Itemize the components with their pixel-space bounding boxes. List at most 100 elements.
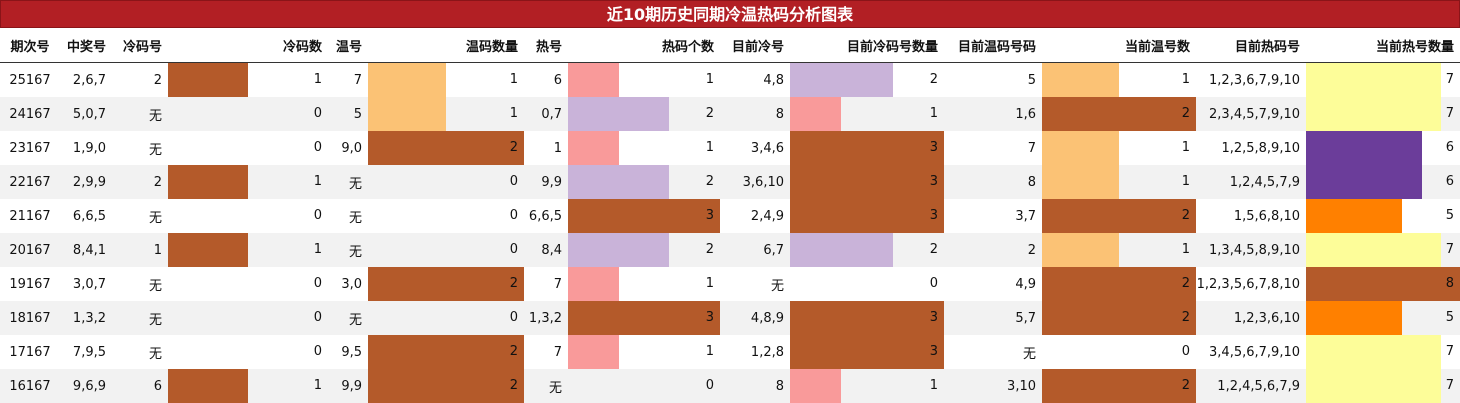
cold-count-cell: 0 — [168, 301, 328, 335]
bar-value: 2 — [1181, 106, 1190, 121]
cur-warm-count-cell: 1 — [1042, 131, 1196, 165]
cur-warm-nums-cell: 3,10 — [944, 369, 1042, 403]
table-row[interactable]: 18167 1,3,2 无 0 无 0 1,3,2 3 4,8,9 3 5,7 2 1,2,3,6,10… — [0, 301, 1460, 335]
table-row[interactable]: 23167 1,9,0 无 0 9,0 2 1 1 3,4,6 3 7 1 1,2,5,8,9,10 6 — [0, 131, 1460, 165]
header-warm-count[interactable]: 温码数量 — [368, 28, 524, 63]
cold-nums-cell: 1 — [112, 233, 168, 267]
table-row[interactable]: 16167 9,6,9 6 1 9,9 2 无 0 8 1 3,10 2 1,2,4,5,6,7,9 7 — [0, 369, 1460, 403]
data-bar — [368, 63, 446, 97]
bar-value: 0 — [929, 276, 938, 291]
warm-count-cell: 2 — [368, 267, 524, 301]
warm-nums-cell: 9,5 — [341, 344, 362, 360]
cur-cold-count-cell: 3 — [790, 335, 944, 369]
hot-nums-cell: 无 — [524, 369, 568, 403]
bar-value: 0 — [313, 140, 322, 155]
header-hot-nums[interactable]: 热号 — [524, 28, 568, 63]
data-bar — [168, 165, 248, 199]
header-cold-nums[interactable]: 冷码号 — [112, 28, 168, 63]
bar-value: 0 — [509, 242, 518, 257]
cur-hot-count-cell: 6 — [1306, 131, 1460, 165]
bar-value: 0 — [705, 378, 714, 393]
header-cur-hot-nums[interactable]: 目前热码号 — [1196, 28, 1306, 63]
header-winning[interactable]: 中奖号 — [60, 28, 112, 63]
data-bar — [568, 267, 619, 301]
data-bar — [168, 233, 248, 267]
cold-nums-cell: 无 — [148, 210, 162, 226]
cur-cold-count-cell: 3 — [790, 131, 944, 165]
cold-count-cell: 1 — [168, 233, 328, 267]
table-row[interactable]: 17167 7,9,5 无 0 9,5 2 7 1 1,2,8 3 无 0 3,4,5,6,7,9,10… — [0, 335, 1460, 369]
bar-value: 0 — [509, 208, 518, 223]
period-cell: 17167 — [9, 344, 51, 360]
cold-nums-cell: 无 — [112, 97, 168, 131]
bar-value: 2 — [509, 344, 518, 359]
bar-value: 1 — [313, 242, 322, 257]
data-bar — [1306, 233, 1441, 267]
winning-cell: 2,6,7 — [72, 72, 106, 88]
bar-value: 1 — [705, 72, 714, 87]
header-cur-cold-count[interactable]: 目前冷码号数量 — [790, 28, 944, 63]
warm-count-cell: 1 — [368, 63, 524, 97]
header-cur-warm-count[interactable]: 当前温号数 — [1042, 28, 1196, 63]
hot-count-cell: 0 — [568, 369, 720, 403]
header-cur-warm-nums[interactable]: 目前温码号码 — [944, 28, 1042, 63]
cold-nums-cell: 2 — [153, 72, 162, 88]
table-row[interactable]: 25167 2,6,7 2 1 7 1 6 1 4,8 2 5 1 1,2,3,6,7,9,10 7 — [0, 63, 1460, 97]
cur-cold-nums-cell: 1,2,8 — [750, 344, 784, 360]
data-bar — [1042, 63, 1119, 97]
cur-warm-count-cell: 2 — [1042, 267, 1196, 301]
hot-count-cell: 2 — [568, 233, 720, 267]
table-row[interactable]: 22167 2,9,9 2 1 无 0 9,9 2 3,6,10 3 8 1 1,2,4,5,7,9 6 — [0, 165, 1460, 199]
data-bar — [568, 63, 619, 97]
data-bar — [790, 301, 944, 335]
bar-value: 2 — [705, 174, 714, 189]
warm-nums-cell: 无 — [328, 301, 368, 335]
hot-nums-cell: 6 — [553, 72, 562, 88]
table-row[interactable]: 19167 3,0,7 无 0 3,0 2 7 1 无 0 4,9 2 1,2,3,5,6,7,8,10… — [0, 267, 1460, 301]
table-row[interactable]: 20167 8,4,1 1 1 无 0 8,4 2 6,7 2 2 1 1,3,4,5,8,9,10 7 — [0, 233, 1460, 267]
bar-value: 2 — [1181, 310, 1190, 325]
data-bar — [790, 233, 893, 267]
header-hot-count[interactable]: 热码个数 — [568, 28, 720, 63]
warm-count-cell: 1 — [368, 97, 524, 131]
header-cold-count[interactable]: 冷码数 — [168, 28, 328, 63]
hot-count-cell: 1 — [568, 131, 720, 165]
header-cur-hot-count[interactable]: 当前热号数量 — [1306, 28, 1460, 63]
cur-cold-count-cell: 1 — [790, 369, 944, 403]
header-warm-nums[interactable]: 温号 — [328, 28, 368, 63]
bar-value: 0 — [313, 106, 322, 121]
bar-value: 3 — [705, 208, 714, 223]
data-bar — [1306, 131, 1422, 165]
cur-warm-nums-cell: 8 — [944, 165, 1042, 199]
warm-nums-cell: 9,0 — [341, 140, 362, 156]
data-bar — [1042, 301, 1196, 335]
data-bar — [368, 267, 524, 301]
table-title: 近10期历史同期冷温热码分析图表 — [0, 0, 1460, 28]
hot-nums-cell: 0,7 — [524, 97, 568, 131]
table-row[interactable]: 24167 5,0,7 无 0 5 1 0,7 2 8 1 1,6 2 2,3,4,5,7,9,10 7 — [0, 97, 1460, 131]
bar-value: 3 — [929, 310, 938, 325]
header-cur-cold-nums[interactable]: 目前冷号 — [720, 28, 790, 63]
bar-value: 6 — [1445, 174, 1454, 189]
cur-warm-count-cell: 2 — [1042, 301, 1196, 335]
header-period[interactable]: 期次号 — [0, 28, 60, 63]
bar-value: 3 — [929, 344, 938, 359]
bar-value: 7 — [1445, 72, 1454, 87]
warm-nums-cell: 9,9 — [328, 369, 368, 403]
cur-cold-nums-cell: 8 — [720, 369, 790, 403]
bar-value: 1 — [1181, 140, 1190, 155]
hot-count-cell: 1 — [568, 63, 720, 97]
cur-warm-count-cell: 0 — [1042, 335, 1196, 369]
cur-cold-nums-cell: 4,8 — [763, 72, 784, 88]
warm-count-cell: 0 — [368, 301, 524, 335]
warm-count-cell: 2 — [368, 369, 524, 403]
hot-count-cell: 1 — [568, 335, 720, 369]
hot-nums-cell: 7 — [553, 344, 562, 360]
data-bar — [790, 199, 944, 233]
table-row[interactable]: 21167 6,6,5 无 0 无 0 6,6,5 3 2,4,9 3 3,7 2 1,5,6,8,10… — [0, 199, 1460, 233]
data-bar — [568, 165, 670, 199]
data-bar — [1042, 131, 1119, 165]
cur-hot-nums-cell: 2,3,4,5,7,9,10 — [1196, 97, 1306, 131]
cold-nums-cell: 无 — [148, 346, 162, 362]
hot-nums-cell: 9,9 — [524, 165, 568, 199]
